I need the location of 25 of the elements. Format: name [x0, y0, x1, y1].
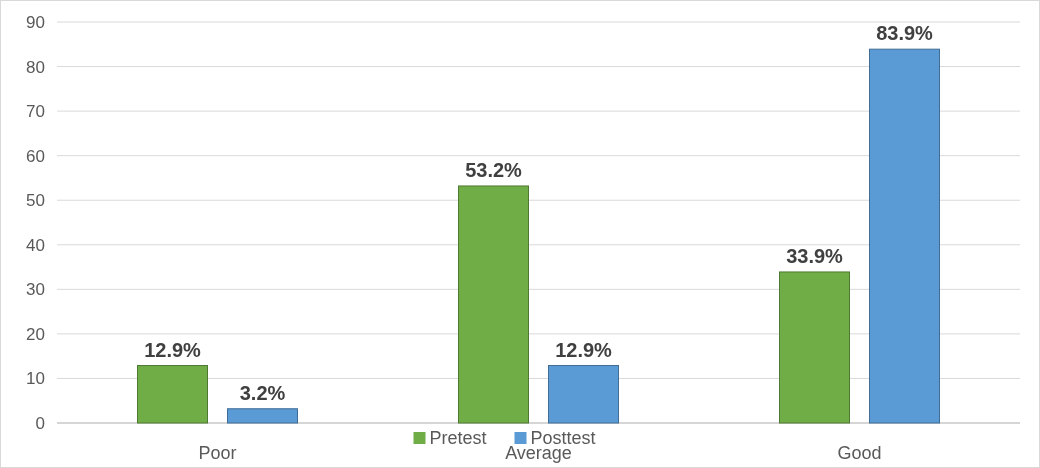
y-tick-label: 20 — [26, 324, 45, 344]
bar — [227, 408, 298, 424]
data-label: 33.9% — [786, 244, 844, 267]
data-label: 3.2% — [239, 381, 286, 404]
bar — [137, 365, 208, 424]
data-label: 53.2% — [465, 158, 523, 181]
y-tick-label: 10 — [26, 369, 45, 389]
y-tick-label: 30 — [26, 280, 45, 300]
y-tick-label: 50 — [26, 191, 45, 211]
data-label: 12.9% — [144, 338, 202, 361]
y-tick-label: 40 — [26, 235, 45, 255]
bar — [869, 48, 940, 424]
bar — [458, 185, 529, 424]
y-tick-label: 90 — [26, 12, 45, 32]
y-tick-label: 60 — [26, 146, 45, 166]
data-label: 12.9% — [555, 338, 613, 361]
bar — [548, 365, 619, 424]
y-tick-label: 0 — [35, 413, 45, 433]
legend-label: Pretest — [429, 428, 487, 449]
y-tick-label: 70 — [26, 102, 45, 122]
x-tick-label: Poor — [198, 443, 237, 463]
bar — [779, 271, 850, 424]
data-label: 83.9% — [876, 22, 934, 45]
x-tick-label: Good — [837, 443, 882, 463]
y-tick-label: 80 — [26, 57, 45, 77]
